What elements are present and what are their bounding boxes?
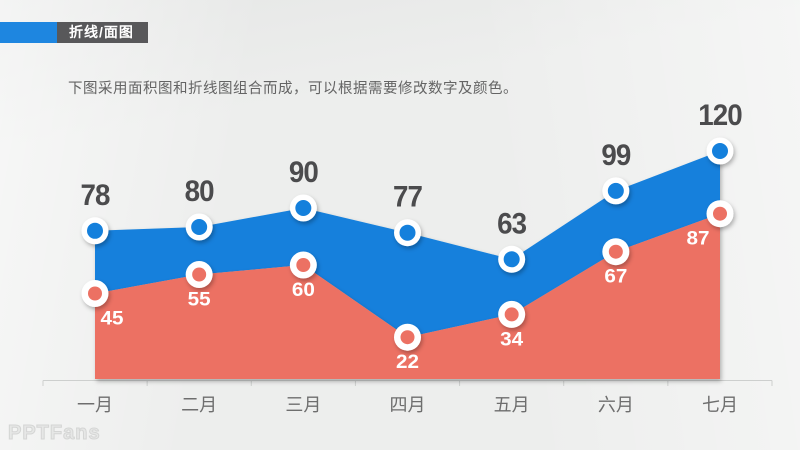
marker-dot-series-red [192,267,207,282]
marker-dot-series-blue [712,143,728,159]
slide-title-tag: 折线/面图 [57,22,148,43]
red-area [95,213,720,379]
value-label-series-red: 55 [188,290,211,311]
marker-dot-series-red [88,286,102,301]
value-label-series-red: 67 [604,267,627,288]
value-label-series-red: 34 [500,329,523,350]
x-axis-label: 二月 [181,395,217,415]
marker-dot-series-red [608,244,623,259]
value-label-series-blue: 80 [185,175,214,208]
marker-dot-series-blue [503,251,520,268]
value-label-series-red: 87 [687,229,710,250]
x-axis-label: 四月 [390,395,426,415]
x-axis-label: 三月 [285,395,321,415]
value-label-series-blue: 90 [289,156,318,189]
marker-dot-series-red [504,307,519,322]
x-axis-label: 六月 [598,395,634,415]
watermark: PPTFans [8,422,101,445]
value-label-series-red: 22 [396,352,419,373]
marker-dot-series-red [296,258,311,272]
marker-dot-series-blue [399,224,416,241]
slide-subtitle: 下图采用面积图和折线图组合而成，可以根据需要修改数字及颜色。 [68,80,518,97]
slide-title-label: 折线/面图 [69,24,134,40]
value-label-series-blue: 99 [601,139,630,172]
marker-dot-series-blue [191,219,208,235]
value-label-series-blue: 78 [81,179,110,212]
accent-bar [0,22,57,43]
x-axis-label: 七月 [702,395,738,415]
marker-dot-series-blue [295,200,312,216]
marker-dot-series-red [400,330,415,345]
marker-dot-series-red [713,206,727,221]
value-label-series-blue: 77 [393,181,422,214]
value-label-series-blue: 63 [497,207,526,240]
marker-dot-series-blue [87,222,103,239]
value-label-series-blue: 120 [698,99,742,132]
marker-dot-series-blue [607,182,624,199]
x-axis-label: 五月 [494,395,530,415]
x-axis-label: 一月 [77,395,113,415]
value-label-series-red: 60 [292,280,315,301]
value-label-series-red: 45 [101,309,124,330]
